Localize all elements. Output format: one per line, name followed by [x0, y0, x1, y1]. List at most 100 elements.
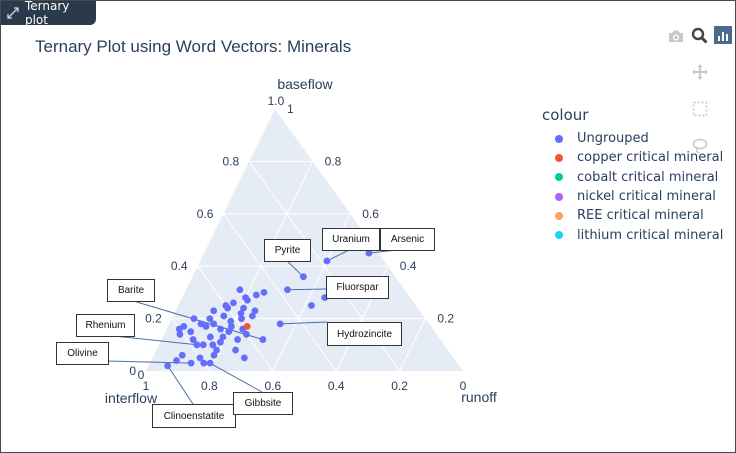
data-point[interactable] [206, 315, 214, 322]
data-point[interactable] [196, 354, 204, 362]
tick-label-baseflow: 0 [129, 364, 136, 378]
data-point[interactable] [232, 346, 239, 354]
data-point[interactable] [190, 315, 198, 322]
data-point[interactable] [176, 330, 184, 338]
tick-label-interflow: 1 [143, 379, 150, 393]
annotation-fluorspar: Fluorspar [326, 276, 389, 299]
data-point[interactable] [217, 338, 224, 346]
data-point[interactable] [199, 341, 207, 349]
legend: colour Ungrouped copper critical mineral… [542, 106, 723, 245]
data-point[interactable] [230, 299, 237, 307]
tick-label-baseflow: 0.6 [197, 207, 214, 221]
data-point[interactable] [220, 312, 228, 320]
tick-label-interflow: 0 [460, 379, 467, 393]
data-point[interactable] [187, 328, 195, 336]
pan-icon[interactable] [691, 63, 709, 81]
data-point[interactable] [180, 323, 188, 330]
data-point[interactable] [240, 304, 247, 312]
tick-label-baseflow: 1.0 [268, 94, 285, 108]
data-point[interactable] [240, 354, 248, 362]
legend-marker [555, 153, 563, 162]
camera-icon[interactable] [667, 27, 685, 45]
annotation-leader-line [285, 259, 304, 278]
data-point[interactable] [252, 291, 260, 299]
tick-label-runoff: 0.6 [362, 207, 379, 221]
data-point[interactable] [236, 286, 244, 294]
data-point[interactable] [222, 302, 230, 309]
data-point[interactable] [260, 289, 268, 296]
data-point[interactable] [237, 309, 245, 317]
grid-line [197, 265, 274, 372]
data-point[interactable] [206, 333, 214, 341]
window-tab[interactable]: Ternary plot [1, 1, 96, 27]
legend-marker [555, 211, 563, 220]
tick-label-runoff: 1 [287, 102, 294, 116]
data-point[interactable] [225, 328, 233, 336]
data-point[interactable] [200, 359, 208, 367]
legend-item-cobalt[interactable]: cobalt critical mineral [542, 168, 723, 187]
tick-label-baseflow: 0.2 [145, 312, 162, 326]
legend-label: cobalt critical mineral [577, 169, 719, 185]
legend-marker [555, 192, 563, 201]
data-point[interactable] [299, 273, 307, 281]
data-point[interactable] [193, 341, 201, 349]
data-point[interactable] [365, 249, 373, 257]
tick-label-interflow: 0.6 [264, 379, 281, 393]
data-point[interactable] [210, 320, 218, 328]
data-point[interactable] [202, 323, 210, 330]
tick-label-baseflow: 0.4 [171, 259, 188, 273]
data-point[interactable] [248, 312, 256, 320]
legend-label: Ungrouped [577, 131, 649, 147]
data-point[interactable] [227, 317, 235, 325]
data-point[interactable] [206, 359, 214, 367]
data-point[interactable] [227, 323, 235, 330]
annotation-rhenium: Rhenium [76, 314, 135, 337]
data-point[interactable] [284, 286, 291, 294]
data-point[interactable] [209, 341, 217, 349]
legend-item-lithium[interactable]: lithium critical mineral [542, 225, 723, 244]
legend-item-ungrouped[interactable]: Ungrouped [542, 129, 723, 148]
data-point[interactable] [242, 294, 249, 302]
axis-label-interflow: interflow [105, 390, 158, 406]
data-point[interactable] [307, 302, 315, 309]
data-point[interactable] [243, 330, 250, 338]
data-point[interactable] [251, 307, 259, 315]
data-point[interactable] [259, 336, 267, 343]
legend-label: lithium critical mineral [577, 227, 724, 243]
lasso-select-icon[interactable] [691, 137, 709, 155]
annotation-barite: Barite [107, 279, 155, 302]
zoom-icon[interactable] [690, 26, 708, 44]
data-point[interactable] [219, 333, 227, 341]
grid-line [222, 213, 337, 372]
axis-label-baseflow: baseflow [277, 76, 333, 92]
legend-item-copper[interactable]: copper critical mineral [542, 148, 723, 167]
data-point[interactable] [210, 307, 218, 315]
tick-label-interflow: 0.2 [391, 379, 408, 393]
data-point[interactable] [276, 320, 284, 328]
data-point[interactable] [173, 357, 180, 364]
data-point[interactable] [323, 257, 331, 265]
data-point[interactable] [197, 320, 205, 328]
data-point[interactable] [187, 359, 195, 367]
data-point[interactable] [164, 362, 172, 370]
box-select-icon[interactable] [691, 100, 709, 118]
plotly-logo-icon[interactable] [714, 26, 732, 44]
annotation-olivine: Olivine [56, 342, 109, 365]
legend-item-nickel[interactable]: nickel critical mineral [542, 187, 723, 206]
scatter-points[interactable] [164, 249, 373, 370]
data-point[interactable] [210, 351, 218, 359]
grid-line [399, 318, 426, 372]
legend-item-ree[interactable]: REE critical mineral [542, 206, 723, 225]
data-point[interactable] [213, 346, 220, 354]
data-point[interactable] [234, 336, 241, 343]
data-point[interactable] [217, 325, 224, 333]
data-point[interactable] [178, 351, 186, 359]
data-point[interactable] [238, 315, 245, 322]
data-point[interactable] [189, 336, 197, 343]
data-point[interactable] [243, 323, 251, 330]
annotation-hydrozincite: Hydrozincite [327, 322, 402, 346]
annotation-leader-line [167, 365, 194, 405]
chart-title: Ternary Plot using Word Vectors: Mineral… [35, 37, 351, 56]
legend-label: copper critical mineral [577, 150, 724, 166]
